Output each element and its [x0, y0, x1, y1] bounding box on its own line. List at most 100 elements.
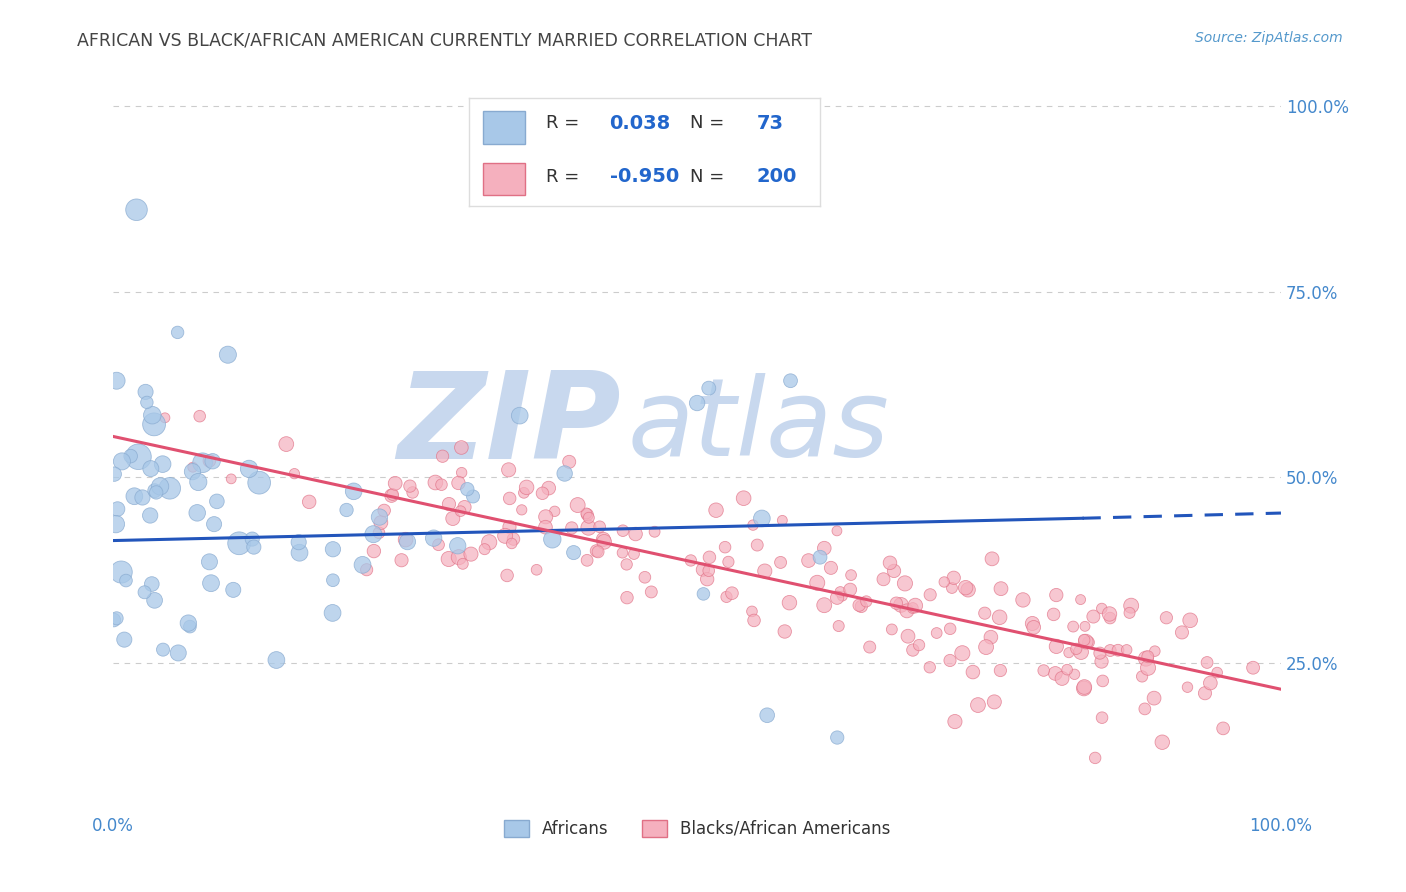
Point [179, 619, 201, 633]
Point [704, 503, 727, 517]
Point [1171, 625, 1194, 640]
Point [143, 593, 166, 607]
Point [830, 585, 852, 599]
Point [104, 517, 127, 532]
Point [990, 582, 1012, 596]
Point [427, 538, 450, 552]
Point [432, 449, 454, 463]
Point [813, 541, 835, 556]
Point [498, 491, 520, 506]
Point [908, 638, 931, 652]
Point [1070, 592, 1092, 607]
Point [808, 550, 831, 565]
Point [494, 529, 516, 543]
Point [531, 486, 554, 500]
Point [141, 577, 163, 591]
Point [589, 520, 612, 534]
Point [370, 516, 392, 530]
Point [733, 491, 755, 506]
Point [152, 457, 174, 471]
Point [558, 455, 581, 469]
Legend: Africans, Blacks/African Americans: Africans, Blacks/African Americans [496, 813, 897, 845]
Point [198, 555, 221, 569]
Point [697, 564, 720, 578]
Point [450, 504, 472, 518]
Point [498, 463, 520, 477]
Point [920, 588, 942, 602]
Point [205, 494, 228, 508]
Point [1091, 601, 1114, 615]
Point [974, 640, 997, 654]
Point [266, 653, 288, 667]
Point [1057, 646, 1080, 660]
Point [198, 454, 221, 468]
Point [1098, 607, 1121, 621]
Point [1156, 611, 1178, 625]
Point [139, 508, 162, 523]
Point [127, 450, 149, 464]
Point [754, 564, 776, 578]
Point [721, 586, 744, 600]
Point [502, 532, 524, 546]
Point [1091, 673, 1114, 688]
Point [509, 409, 531, 423]
Point [756, 708, 779, 723]
Point [143, 483, 166, 498]
Point [562, 545, 585, 559]
Point [135, 395, 157, 409]
Point [1115, 643, 1137, 657]
Point [679, 553, 702, 567]
Point [1032, 664, 1054, 678]
Point [1062, 619, 1084, 633]
Point [322, 573, 344, 587]
Point [640, 585, 662, 599]
Text: Source: ZipAtlas.com: Source: ZipAtlas.com [1195, 31, 1343, 45]
Point [1042, 607, 1064, 622]
Point [717, 555, 740, 569]
Point [962, 665, 984, 679]
Point [401, 485, 423, 500]
Point [1212, 722, 1234, 736]
Point [872, 572, 894, 586]
Point [918, 660, 941, 674]
Point [990, 664, 1012, 678]
Point [1099, 643, 1122, 657]
Point [686, 396, 709, 410]
Point [576, 553, 599, 567]
Point [516, 480, 538, 494]
Point [283, 467, 305, 481]
Point [1118, 606, 1140, 620]
Point [1021, 616, 1043, 631]
Point [451, 557, 474, 571]
Point [716, 590, 738, 604]
Point [973, 606, 995, 620]
Point [934, 574, 956, 589]
Point [1074, 619, 1097, 633]
Point [384, 476, 406, 491]
Point [110, 565, 132, 579]
Point [201, 454, 224, 468]
Point [166, 326, 188, 340]
Point [943, 714, 966, 729]
Point [593, 534, 616, 549]
Point [526, 563, 548, 577]
Point [537, 481, 560, 495]
Point [1143, 691, 1166, 706]
Point [501, 536, 523, 550]
Point [1199, 676, 1222, 690]
Point [125, 202, 148, 217]
Point [391, 553, 413, 567]
Point [839, 582, 862, 597]
Point [820, 561, 842, 575]
Point [692, 563, 714, 577]
Point [373, 503, 395, 517]
Point [447, 550, 470, 565]
Point [769, 556, 792, 570]
Point [149, 479, 172, 493]
Point [1083, 609, 1105, 624]
Point [368, 525, 391, 540]
Point [145, 485, 167, 500]
Point [422, 531, 444, 545]
Point [578, 510, 600, 524]
Point [1177, 680, 1199, 694]
